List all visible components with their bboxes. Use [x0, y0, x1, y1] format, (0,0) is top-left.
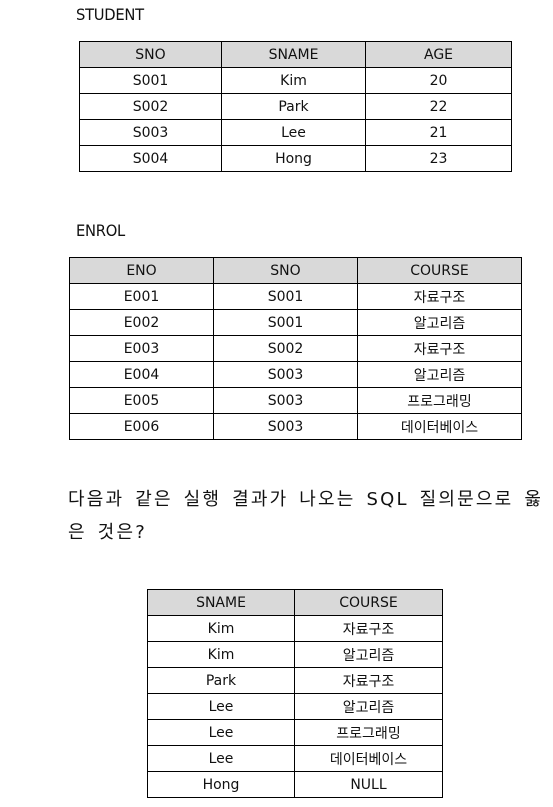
student-table-cell: Hong: [221, 145, 366, 172]
enrol-table-row: E003 S002 자료구조: [69, 335, 522, 362]
enrol-table-cell: S003: [213, 361, 358, 388]
enrol-table-cell: S003: [213, 413, 358, 440]
enrol-table-row: E001 S001 자료구조: [69, 283, 522, 310]
enrol-table-cell: S001: [213, 283, 358, 310]
result-table-cell: Lee: [147, 693, 295, 720]
result-table-row: Lee 알고리즘: [147, 693, 443, 720]
student-table: SNO SNAME AGE S001 Kim 20 S002 Park 22 S003 Lee 21…: [79, 41, 512, 172]
enrol-table-cell: 프로그래밍: [357, 387, 522, 414]
student-table-title: STUDENT: [76, 5, 144, 24]
enrol-table-row: E002 S001 알고리즘: [69, 309, 522, 336]
question-text: 다음과 같은 실행 결과가 나오는 SQL 질의문으로 옳은 것은?: [68, 489, 544, 543]
result-column-header: SNAME: [147, 589, 295, 616]
result-table-cell: NULL: [294, 771, 443, 798]
student-table-cell: Kim: [221, 67, 366, 94]
result-table-cell: Park: [147, 667, 295, 694]
result-header-row: SNAME COURSE: [147, 589, 443, 616]
student-column-header: SNO: [79, 41, 222, 68]
result-table-cell: 데이터베이스: [294, 745, 443, 772]
result-table-cell: Lee: [147, 745, 295, 772]
enrol-table-cell: E005: [69, 387, 214, 414]
enrol-table-cell: E002: [69, 309, 214, 336]
student-table-cell: 21: [365, 119, 512, 146]
result-table-cell: Hong: [147, 771, 295, 798]
result-table-row: Hong NULL: [147, 771, 443, 798]
result-table-cell: Kim: [147, 615, 295, 642]
student-table-row: S001 Kim 20: [79, 67, 512, 94]
enrol-column-header: SNO: [213, 257, 358, 284]
result-table-cell: 프로그래밍: [294, 719, 443, 746]
student-table-row: S003 Lee 21: [79, 119, 512, 146]
result-table-row: Kim 자료구조: [147, 615, 443, 642]
student-column-header: SNAME: [221, 41, 366, 68]
enrol-table-cell: 데이터베이스: [357, 413, 522, 440]
student-table-cell: S003: [79, 119, 222, 146]
student-table-cell: S004: [79, 145, 222, 172]
enrol-column-header: COURSE: [357, 257, 522, 284]
result-column-header: COURSE: [294, 589, 443, 616]
enrol-table-cell: 자료구조: [357, 283, 522, 310]
enrol-table-cell: S003: [213, 387, 358, 414]
result-table-cell: 자료구조: [294, 667, 443, 694]
enrol-table-cell: S002: [213, 335, 358, 362]
student-column-header: AGE: [365, 41, 512, 68]
student-table-row: S002 Park 22: [79, 93, 512, 120]
enrol-table-cell: 알고리즘: [357, 309, 522, 336]
result-table-row: Lee 데이터베이스: [147, 745, 443, 772]
enrol-table-cell: E003: [69, 335, 214, 362]
student-table-cell: Park: [221, 93, 366, 120]
student-header-row: SNO SNAME AGE: [79, 41, 512, 68]
result-table-row: Lee 프로그래밍: [147, 719, 443, 746]
enrol-header-row: ENO SNO COURSE: [69, 257, 522, 284]
enrol-table-row: E006 S003 데이터베이스: [69, 413, 522, 440]
result-table-cell: Kim: [147, 641, 295, 668]
enrol-table: ENO SNO COURSE E001 S001 자료구조 E002 S001 알고리즘 E00…: [69, 257, 522, 440]
student-table-cell: S001: [79, 67, 222, 94]
enrol-table-title: ENROL: [76, 221, 125, 240]
student-table-cell: 23: [365, 145, 512, 172]
enrol-table-row: E004 S003 알고리즘: [69, 361, 522, 388]
result-table: SNAME COURSE Kim 자료구조 Kim 알고리즘 Park 자료구조 Lee 알고리…: [147, 589, 443, 798]
result-table-cell: Lee: [147, 719, 295, 746]
student-table-cell: Lee: [221, 119, 366, 146]
student-table-row: S004 Hong 23: [79, 145, 512, 172]
enrol-table-cell: E001: [69, 283, 214, 310]
enrol-table-cell: E004: [69, 361, 214, 388]
enrol-table-cell: 자료구조: [357, 335, 522, 362]
result-table-cell: 알고리즘: [294, 641, 443, 668]
student-table-cell: S002: [79, 93, 222, 120]
enrol-table-cell: E006: [69, 413, 214, 440]
result-table-row: Kim 알고리즘: [147, 641, 443, 668]
result-table-cell: 자료구조: [294, 615, 443, 642]
student-table-cell: 22: [365, 93, 512, 120]
student-table-cell: 20: [365, 67, 512, 94]
enrol-table-row: E005 S003 프로그래밍: [69, 387, 522, 414]
enrol-table-cell: S001: [213, 309, 358, 336]
enrol-column-header: ENO: [69, 257, 214, 284]
result-table-row: Park 자료구조: [147, 667, 443, 694]
result-table-cell: 알고리즘: [294, 693, 443, 720]
enrol-table-cell: 알고리즘: [357, 361, 522, 388]
